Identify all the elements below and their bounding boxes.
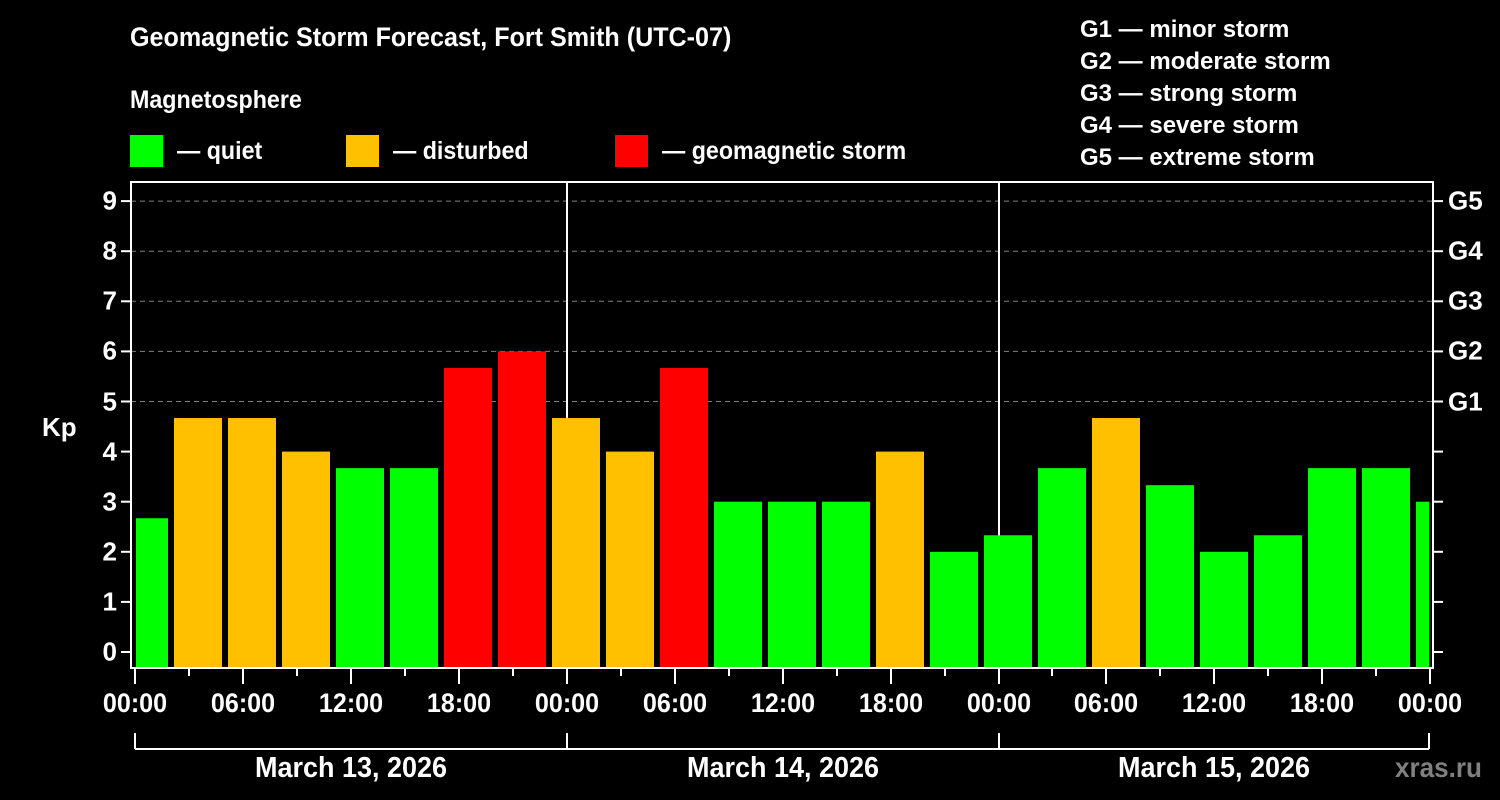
y-tick-label: 0 [102, 636, 117, 667]
date-label: March 13, 2026 [255, 752, 447, 784]
x-tick-label: 18:00 [426, 688, 492, 718]
x-tick-label: 18:00 [858, 688, 924, 718]
legend-disturbed: — disturbed [346, 135, 539, 167]
y-tick-label: 1 [102, 586, 117, 617]
x-tick-label: 00:00 [102, 688, 168, 718]
legend-quiet: — quiet [130, 135, 269, 167]
x-tick-label: 00:00 [966, 688, 1032, 718]
kp-bar [768, 501, 816, 667]
x-tick-label: 12:00 [1181, 688, 1247, 718]
g-legend-g1: G1 — minor storm [1080, 16, 1290, 43]
y-tick-label: 8 [102, 235, 117, 266]
y-tick-label: 4 [102, 436, 117, 467]
legend-label-quiet: — quiet [177, 136, 263, 165]
g-legend-g3: G3 — strong storm [1080, 80, 1298, 107]
kp-bar [498, 351, 546, 667]
kp-bar [174, 418, 222, 667]
g-tick-label: G3 [1448, 285, 1483, 316]
y-tick-label: 2 [102, 536, 117, 567]
y-tick-label: 3 [102, 486, 117, 517]
x-tick-label: 12:00 [318, 688, 384, 718]
kp-bar [444, 367, 492, 667]
x-tick-label: 00:00 [534, 688, 600, 718]
kp-bar [390, 468, 438, 667]
kp-bar [1308, 468, 1356, 667]
legend-swatch-storm [615, 135, 648, 167]
kp-bar [606, 451, 654, 667]
kp-bar [1254, 535, 1302, 667]
g-tick-label: G4 [1448, 235, 1483, 266]
kp-bar [1362, 468, 1410, 667]
legend-swatch-quiet [130, 135, 163, 167]
g-legend-g2: G2 — moderate storm [1080, 48, 1331, 75]
g-tick-label: G1 [1448, 386, 1483, 416]
chart-subtitle: Magnetosphere [130, 86, 302, 114]
g-tick-label: G2 [1448, 335, 1483, 366]
x-tick-label: 12:00 [750, 688, 816, 718]
x-tick-label: 00:00 [1397, 688, 1463, 718]
y-tick-label: 7 [102, 285, 117, 316]
y-tick-label: 6 [102, 335, 117, 366]
y-axis-label: Kp [42, 412, 77, 442]
x-tick-label: 06:00 [210, 688, 276, 718]
kp-bar [228, 418, 276, 667]
x-tick-label: 18:00 [1289, 688, 1355, 718]
kp-bar [282, 451, 330, 667]
kp-bar [984, 535, 1032, 667]
kp-bar [1038, 468, 1086, 667]
watermark: xras.ru [1395, 752, 1482, 783]
kp-bar [714, 501, 762, 667]
g-legend-g4: G4 — severe storm [1080, 112, 1299, 139]
kp-bar [930, 551, 978, 667]
kp-bar [552, 418, 600, 667]
legend-storm: — geomagnetic storm [615, 135, 925, 167]
date-label: March 14, 2026 [687, 752, 879, 784]
kp-bar [336, 468, 384, 667]
kp-bar [1146, 485, 1194, 667]
chart-title: Geomagnetic Storm Forecast, Fort Smith (… [130, 22, 732, 52]
legend-swatch-disturbed [346, 135, 379, 167]
x-tick-label: 06:00 [1073, 688, 1139, 718]
kp-bar [1200, 551, 1248, 667]
g-legend-g5: G5 — extreme storm [1080, 144, 1315, 171]
legend-label-storm: — geomagnetic storm [662, 136, 907, 165]
kp-bar [1416, 501, 1429, 667]
kp-bar [1092, 418, 1140, 667]
legend-label-disturbed: — disturbed [393, 136, 529, 165]
g-scale-legend: G1 — minor storm G2 — moderate storm G3 … [1080, 14, 1331, 174]
kp-bar [660, 367, 708, 667]
y-tick-label: 9 [102, 185, 117, 216]
y-tick-label: 5 [102, 386, 117, 416]
kp-bar [136, 518, 168, 667]
x-tick-label: 06:00 [642, 688, 708, 718]
g-tick-label: G5 [1448, 185, 1483, 216]
date-label: March 15, 2026 [1118, 752, 1310, 784]
kp-bar [822, 501, 870, 667]
kp-bar [876, 451, 924, 667]
